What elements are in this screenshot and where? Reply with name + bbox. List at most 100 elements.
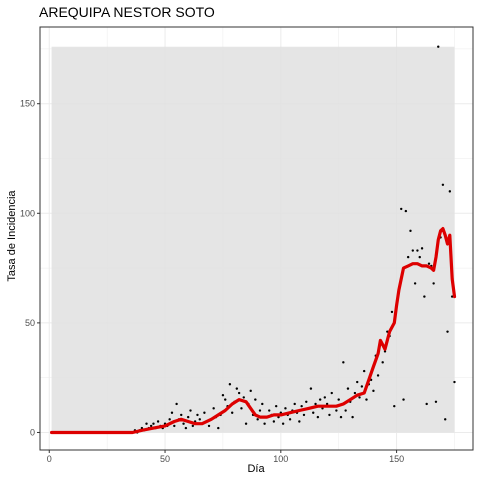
data-point [406,255,410,259]
data-point [411,249,414,252]
data-point [221,394,225,397]
data-point [207,424,211,428]
data-point [441,183,445,187]
y-tick-label: 0 [30,427,35,437]
data-point [261,402,264,406]
data-point [342,361,345,364]
data-point [400,207,403,211]
data-point [318,398,322,401]
data-point [263,422,266,425]
data-point [427,262,431,265]
data-point [258,409,262,412]
data-point [437,45,440,48]
data-point [335,409,338,412]
y-axis: 0 50 100 150 [20,99,40,437]
data-point [228,383,232,386]
data-point [356,380,359,384]
data-point [145,422,148,425]
data-point [288,418,292,421]
x-tick-label: 100 [273,454,288,464]
data-point [381,361,384,364]
data-point [237,391,241,395]
data-point [423,295,426,298]
y-tick-label: 50 [25,318,35,328]
y-tick-label: 150 [20,99,35,109]
data-point [425,402,428,406]
data-point [418,255,421,259]
data-point [186,415,190,419]
data-point [346,387,350,390]
x-tick-label: 150 [389,454,404,464]
data-point [268,409,271,412]
data-point [351,415,354,419]
data-point [182,422,185,425]
data-point [254,398,257,401]
data-point [272,420,276,423]
data-point [339,415,343,419]
data-point [353,391,357,395]
data-point [365,398,368,401]
data-point [358,396,361,399]
data-point [168,418,171,421]
data-point [325,402,329,406]
data-point [240,407,243,410]
data-point [305,400,308,403]
data-point [432,282,435,285]
data-point [249,389,252,393]
data-point [152,422,155,425]
data-point [184,426,188,430]
data-point [198,418,201,421]
data-point [293,402,296,406]
data-point [189,409,192,412]
data-point [277,415,280,419]
data-point [217,426,220,430]
data-point [180,413,183,417]
confidence-band [51,46,455,433]
data-point [337,398,340,401]
chart-title: AREQUIPA NESTOR SOTO [39,4,215,20]
data-point [242,396,245,399]
y-tick-label: 100 [20,208,35,218]
data-point [314,402,317,406]
data-point [383,350,387,353]
x-axis-label: Día [247,463,265,475]
data-point [173,424,176,428]
plot-panel [39,26,474,451]
x-tick-label: 0 [47,454,52,464]
data-point [330,391,333,395]
data-point [372,389,375,393]
data-point [444,418,447,421]
data-point [224,398,227,401]
data-point [281,422,285,425]
data-point [149,424,153,428]
data-point [390,310,394,314]
data-point [448,190,452,193]
data-point [300,404,303,408]
data-point [274,404,278,408]
data-point [309,387,313,390]
data-point [203,411,206,414]
data-point [284,407,287,410]
data-point [344,409,347,412]
data-point [323,396,327,399]
data-point [230,411,234,414]
data-point [170,411,174,414]
data-point [191,424,195,428]
data-point [450,295,454,298]
data-point [404,209,408,213]
data-point [156,420,160,423]
data-point [420,247,424,250]
data-point [416,249,419,252]
x-axis: 0 50 100 150 [47,450,404,464]
data-point [446,330,449,333]
data-point [328,413,331,417]
data-point [360,385,364,388]
data-point [376,374,380,377]
data-point [196,413,199,417]
data-point [256,418,259,421]
x-tick-label: 50 [160,454,170,464]
y-axis-label: Tasa de Incidencia [6,190,18,282]
data-point [362,369,366,373]
data-point [316,415,320,419]
